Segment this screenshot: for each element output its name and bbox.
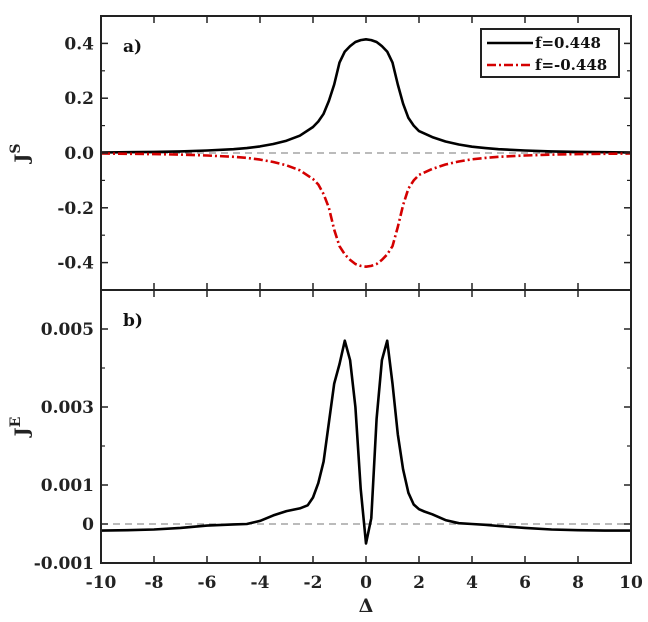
panel-top-js: -0.4 -0.2 0.0 0.2 0.4 a) JS xyxy=(8,15,632,291)
x-tick-label: -8 xyxy=(145,573,164,593)
legend-label: f=0.448 xyxy=(535,34,601,52)
x-tick-label: -2 xyxy=(304,573,323,593)
x-axis: -10 -8 -6 -4 -2 0 2 4 6 8 10 Δ xyxy=(86,573,643,617)
series-line-0-0 xyxy=(100,37,632,154)
legend-box xyxy=(480,28,620,78)
y-tick-label: -0.4 xyxy=(57,254,94,274)
y-axis-label: JE xyxy=(8,417,33,439)
x-tick-label: 6 xyxy=(519,573,531,593)
panel-label: a) xyxy=(123,37,142,57)
x-tick-label: 2 xyxy=(413,573,425,593)
x-tick-label: -10 xyxy=(86,573,117,593)
panel-label: b) xyxy=(123,311,143,331)
y-tick-label: 0 xyxy=(82,515,94,535)
series-line-1-0 xyxy=(100,339,631,545)
x-tick-label: 0 xyxy=(360,573,372,593)
x-axis-label: Δ xyxy=(359,595,374,617)
y-tick-label: 0.003 xyxy=(41,398,94,418)
series-line-0-1 xyxy=(100,152,632,269)
y-tick-label: -0.001 xyxy=(34,554,94,574)
plot-frame xyxy=(100,289,632,564)
x-tick-label: -4 xyxy=(251,573,270,593)
y-tick-label: 0.001 xyxy=(41,476,94,496)
legend: f=0.448 f=-0.448 xyxy=(480,28,620,78)
panel-bottom-je: -0.001 0 0.001 0.003 0.005 b) JE xyxy=(8,289,632,574)
y-tick-label: -0.2 xyxy=(57,199,94,219)
y-tick-label: 0.4 xyxy=(64,34,94,54)
y-tick-label: 0.005 xyxy=(41,320,94,340)
x-tick-label: -6 xyxy=(198,573,217,593)
x-tick-label: 10 xyxy=(619,573,643,593)
legend-label: f=-0.448 xyxy=(535,56,607,74)
y-axis-label: JS xyxy=(8,143,33,164)
x-tick-label: 8 xyxy=(572,573,584,593)
x-tick-label: 4 xyxy=(466,573,478,593)
y-tick-label: 0.0 xyxy=(64,144,94,164)
y-tick-label: 0.2 xyxy=(64,89,94,109)
